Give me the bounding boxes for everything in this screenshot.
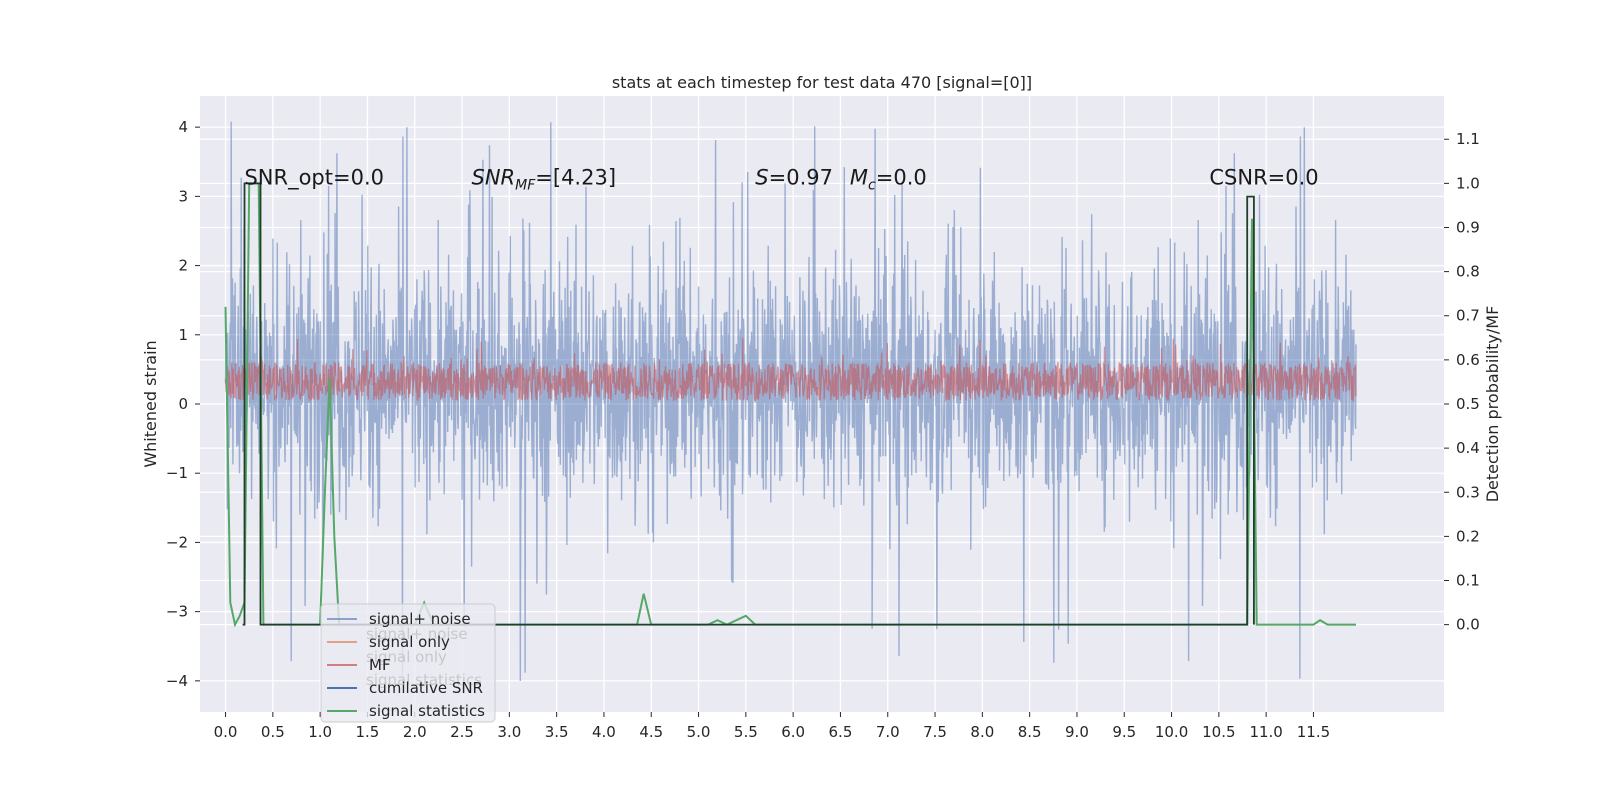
series-mf [224, 338, 1357, 403]
x-tick-label: 2.0 [403, 723, 427, 741]
annotation: Mc=0.0 [850, 166, 927, 194]
y-right-tick-label: 0.7 [1456, 307, 1480, 325]
legend-ghost-label: signal+ noise [366, 625, 468, 643]
x-tick-label: 8.5 [1018, 723, 1042, 741]
annotation: SNR_opt=0.0 [244, 166, 384, 191]
y-tick-label: 4 [178, 118, 188, 136]
x-tick-label: 5.5 [734, 723, 758, 741]
x-tick-label: 8.0 [970, 723, 994, 741]
legend-label: signal only [369, 633, 450, 651]
y-right-tick-label: 1.1 [1456, 130, 1480, 148]
x-tick-label: 10.0 [1155, 723, 1188, 741]
x-tick-label: 4.0 [592, 723, 616, 741]
x-tick-label: 1.0 [308, 723, 332, 741]
y-right-tick-label: 0.2 [1456, 527, 1480, 545]
legend-label: MF [369, 656, 391, 674]
x-tick-label: 0.5 [261, 723, 285, 741]
legend-label: signal+ noise [369, 610, 471, 628]
y-right-tick-label: 0.5 [1456, 395, 1480, 413]
y-tick-label: 3 [178, 187, 188, 205]
x-tick-label: 1.5 [356, 723, 380, 741]
y-right-tick-label: 0.9 [1456, 218, 1480, 236]
annotations: SNR_opt=0.0 SNRMF=[4.23] S=0.97 Mc=0.0 CSNR=… [244, 166, 1318, 194]
y-right-tick-label: 0.8 [1456, 263, 1480, 281]
x-tick-label: 11.5 [1297, 723, 1330, 741]
y-tick-label: 1 [178, 326, 188, 344]
y-right-tick-label: 0.0 [1456, 616, 1480, 634]
legend-ghost-label: signal statistics [366, 671, 482, 689]
annotation: SNRMF=[4.23] [472, 166, 617, 194]
y-axis-label: Whitened strain [141, 340, 160, 467]
x-tick-label: 3.0 [497, 723, 521, 741]
y-right-tick-label: 0.3 [1456, 483, 1480, 501]
x-tick-label: 2.5 [450, 723, 474, 741]
x-axis: 0.0 0.5 1.0 1.5 2.0 2.5 3.0 3.5 4.0 4.5 5.0 5.5 6.0 6… [214, 712, 1330, 741]
annotation: CSNR=0.0 [1209, 166, 1318, 190]
x-tick-label: 4.5 [639, 723, 663, 741]
x-tick-label: 6.0 [781, 723, 805, 741]
legend-label: signal statistics [369, 702, 485, 720]
y-right-tick-label: 0.6 [1456, 351, 1480, 369]
legend-box [320, 603, 496, 723]
x-tick-label: 11.0 [1249, 723, 1282, 741]
y-axis-right: 1.1 1.0 0.9 0.8 0.7 0.6 0.5 0.4 0.3 0.2 0.1 0.0 [1444, 130, 1480, 634]
y-tick-label: 2 [178, 257, 188, 275]
x-tick-label: 9.5 [1112, 723, 1136, 741]
x-tick-label: 6.5 [829, 723, 853, 741]
y-axis-right-label: Detection probability/MF [1483, 306, 1502, 503]
x-tick-label: 3.5 [545, 723, 569, 741]
x-tick-label: 7.5 [923, 723, 947, 741]
y-tick-label: −4 [166, 672, 188, 690]
series-threshold-steps [242, 182, 1255, 626]
x-tick-label: 9.0 [1065, 723, 1089, 741]
annotation: S=0.97 [755, 166, 833, 190]
series-threshold-steps-line [242, 182, 1255, 626]
legend-label: cumilative SNR [369, 679, 483, 697]
series-layer [224, 121, 1357, 682]
y-right-tick-label: 0.4 [1456, 439, 1480, 457]
y-right-tick-label: 1.0 [1456, 174, 1480, 192]
x-tick-label: 10.5 [1202, 723, 1235, 741]
x-tick-label: 0.0 [214, 723, 238, 741]
y-tick-label: −2 [166, 533, 188, 551]
y-axis-left: 4 3 2 1 0 −1 −2 −3 −4 [166, 118, 200, 690]
line-mf [224, 338, 1357, 403]
chart-title: stats at each timestep for test data 470… [612, 73, 1032, 92]
y-tick-label: 0 [178, 395, 188, 413]
y-right-tick-label: 0.1 [1456, 572, 1480, 590]
x-tick-label: 5.0 [687, 723, 711, 741]
x-tick-label: 7.0 [876, 723, 900, 741]
y-tick-label: −1 [166, 464, 188, 482]
legend-ghost-label: signal only [366, 648, 447, 666]
y-tick-label: −3 [166, 603, 188, 621]
